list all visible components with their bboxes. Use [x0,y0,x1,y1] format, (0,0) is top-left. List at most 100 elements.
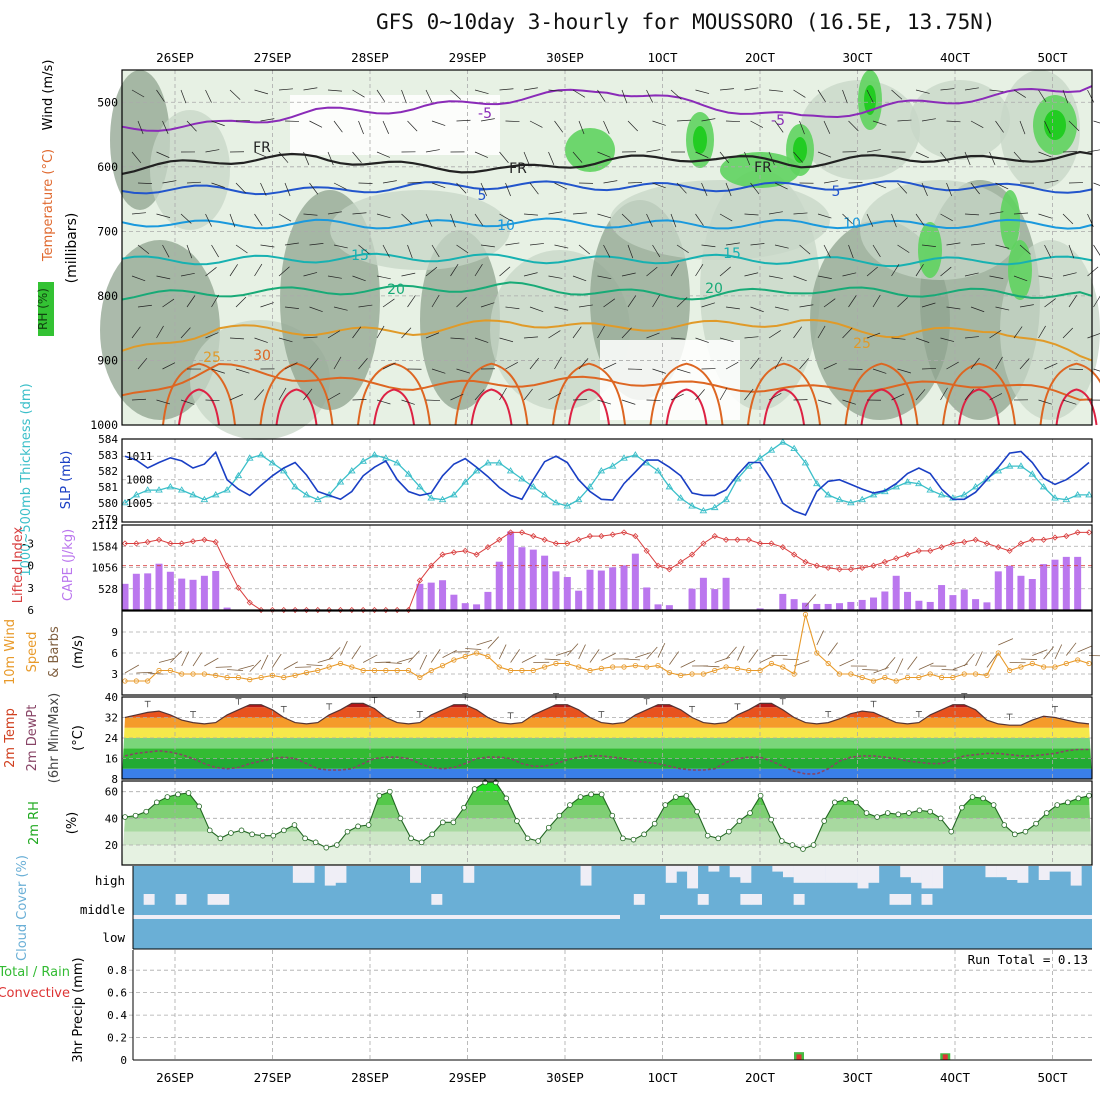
date-label-bottom: 30SEP [546,1070,584,1085]
wind-barb [186,181,201,184]
wind-barb [670,89,682,100]
slp-line [124,450,1090,516]
lifted-index-point [212,538,219,546]
rh2m-point [588,791,594,798]
thickness-point [903,478,912,485]
wind-barb [382,120,389,134]
wind10m-point [451,657,457,663]
wind10m-point [405,667,412,674]
rh2m-point [768,816,774,823]
date-label-top: 4OCT [940,50,971,65]
wind-barb [1038,325,1046,339]
wind10m-barb [442,649,457,658]
date-label-bottom: 28SEP [351,1070,389,1085]
cloud-clear-cell [782,866,794,878]
wind-barb [425,399,441,401]
wind-barb [572,275,587,282]
lifted-index-point [133,540,140,547]
wind-barb [842,89,848,104]
wind10m-point [485,653,491,660]
rh-shading [860,180,1020,280]
lifted-index-point [155,536,163,543]
wind-barb [401,272,416,277]
isotherm-label: 15 [723,246,741,262]
wind10m-barb [1020,658,1037,660]
lifted-index-point [428,562,435,569]
isotherm-40 [373,388,415,426]
wind10m-barb [181,651,190,667]
lifted-index-point [711,533,718,540]
wind-barb [652,368,666,374]
rh2m-point [387,788,393,795]
wind-barb [995,182,1009,190]
wind-barb [235,244,248,254]
rh-band [122,791,1092,805]
thickness-point [302,490,311,498]
wind-barb [621,272,636,277]
precip-tick-label: 0 [120,1054,127,1067]
cloud-clear-cell [335,866,347,883]
wind-barb [327,275,342,279]
date-label-bottom: 5OCT [1037,1070,1068,1085]
wind-barb [333,306,348,311]
wind-barb [750,182,760,195]
rh2m-frame [121,780,1093,866]
wind-barb [352,326,362,339]
wind-barb [1093,244,1100,256]
thickness-point [223,486,231,493]
cloud-clear-cell [846,866,858,883]
cloud-clear-cell [633,894,645,905]
wind-barb [327,330,341,339]
wind-barb [480,182,487,196]
thickness-point [688,502,696,509]
cloud-base [133,866,1092,949]
wind-barb [744,272,759,277]
rh-shading [150,110,230,230]
lifted-tick-label: 6 [27,604,34,617]
rh2m-tick-label: 20 [105,839,118,852]
wind-barb [621,89,628,104]
rh2m-point [747,810,753,816]
thickness-point [994,467,1003,474]
wind-barb [131,89,145,98]
cape-bar [518,547,526,610]
thickness-point [234,471,243,479]
rh2m-point [545,824,552,831]
wind-barb [523,272,538,277]
wind-barb [450,393,464,401]
wind-barb [554,120,564,133]
wind-barb [229,337,244,340]
rh2m-point [821,818,827,824]
wind10m-barb [340,640,348,656]
cloud-clear-cell [889,894,901,905]
lifted-index-point [530,533,537,540]
wind-barb [450,337,465,340]
wind-barb [425,332,440,339]
wind10m-barb [158,657,175,663]
temp-band [122,758,1092,769]
cloud-panel [132,866,1092,950]
rh2m-point [863,810,870,816]
wind-barb [768,392,782,401]
wind10m-barb [136,671,153,674]
wind-barb [131,151,142,164]
wind10m-barb [963,653,975,667]
cloud-clear-cell [205,915,620,919]
wind-barb [211,294,219,308]
cloud-clear-cell [665,866,677,883]
wind-barb [793,89,806,98]
temp2m-unit: (°C) [71,725,86,751]
thickness-point [484,459,492,466]
rh2m-point [1001,822,1008,828]
thickness-point [348,467,356,474]
wind-barb [995,356,1003,370]
lifted-index-point [836,566,843,573]
rh2m-point [270,832,277,839]
rh2m-point [641,831,647,838]
wind10m-barb [567,643,579,656]
wind10m-point [814,650,820,656]
wind10m-point [859,674,865,681]
wind10m-point [394,667,400,674]
cloud-clear-cell [697,894,709,905]
wind10m-barb [703,665,720,668]
